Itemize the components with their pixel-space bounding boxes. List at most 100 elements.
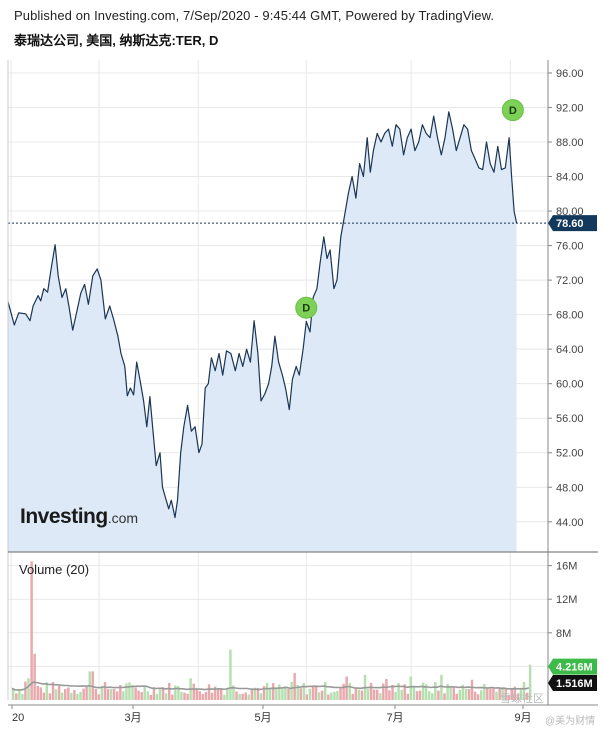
volume-bar [204,691,208,700]
volume-bar [213,686,217,700]
volume-bar [45,682,49,700]
volume-bar [480,690,483,700]
volume-bar [64,689,67,700]
volume-bar [97,694,101,700]
price-area-fill [8,111,517,553]
investing-logo: Investing.com [20,505,138,529]
volume-bar [354,688,358,700]
volume-bar [67,687,70,700]
volume-bar [152,687,156,700]
volume-bar [397,683,400,700]
volume-bar [85,686,88,700]
volume-bar [21,693,24,700]
watermark-handle: @美为财情 [545,716,596,727]
volume-bar [348,682,351,700]
price-line [7,111,518,519]
volume-bar [516,693,520,700]
volume-bar [272,683,275,700]
volume-bar [287,689,290,700]
volume-bar [470,679,474,700]
volume-bar [443,693,446,700]
last-price-badge: 78.60 [548,215,597,232]
volume-bar [27,678,30,700]
volume-bar [528,664,532,700]
volume-bar [513,686,517,700]
volume-bar [48,693,52,700]
price-tick-label: 88.00 [556,137,584,149]
volume-bar [106,689,110,700]
volume-bar [360,690,364,700]
volume-bar [330,692,333,700]
volume-bar [376,689,379,700]
volume-bar [79,691,82,700]
price-tick-label: 76.00 [556,241,584,253]
time-tick-label: 5月 [254,712,271,724]
volume-bar [290,681,293,700]
volume-bar [51,682,55,700]
volume-bar [458,689,462,700]
volume-bar [60,692,64,700]
volume-bar [428,691,431,700]
volume-bar [336,690,339,700]
volume-bar [210,692,214,700]
volume-ma-line [11,681,530,691]
volume-bar [94,688,98,700]
volume-bar [483,684,486,700]
volume-bar [434,682,437,700]
volume-bar [440,674,443,700]
price-tick-label: 72.00 [556,275,584,287]
volume-bar [57,685,61,700]
volume-bar [492,688,495,700]
dividend-marker-circle [501,99,524,122]
volume-bar [284,686,287,700]
volume-bar [109,689,113,700]
volume-bar [232,685,235,700]
volume-bar [226,688,229,700]
axis-badges: 78.60 4.216M 1.516M [548,215,597,691]
dividend-markers[interactable]: DD [295,99,524,319]
price-series-line [7,111,518,519]
volume-bar [125,683,128,700]
volume-bar [525,692,529,700]
volume-bar [391,685,394,700]
volume-bar [256,687,260,700]
dividend-marker[interactable]: D [295,296,318,319]
price-tick-label: 60.00 [556,379,584,391]
chart-header: Published on Investing.com, 7/Sep/2020 -… [14,8,594,49]
volume-bar [186,693,189,700]
last-price-badge-label: 78.60 [556,218,584,230]
volume-bar [70,692,73,700]
volume-bar [131,684,134,700]
volume-bar [519,689,523,700]
price-tick-label: 48.00 [556,482,584,494]
volume-bar [158,688,162,700]
volume-bar [259,693,263,700]
volume-bar [207,684,211,700]
dividend-marker-label: D [509,105,517,117]
price-tick-label: 52.00 [556,448,584,460]
volume-bar [498,687,501,700]
last-volume-badge-label: 4.216M [556,662,593,674]
volume-bar [293,673,296,700]
volume-bar [366,688,370,700]
volume-bar [311,686,315,700]
price-tick-label: 80.00 [556,206,584,218]
volume-bar [268,688,272,700]
volume-bar [134,687,137,700]
volume-bar [262,686,266,700]
volume-bar [431,693,434,700]
volume-bar [180,691,183,700]
price-tick-label: 92.00 [556,102,584,114]
time-tick-label: 20 [12,712,24,724]
volume-bar [103,682,107,700]
symbol-title: 泰瑞达公司, 美国, 纳斯达克:TER, D [14,33,219,48]
dividend-marker[interactable]: D [501,99,524,122]
volume-bar [116,691,119,700]
volume-bar [275,688,278,700]
volume-bar [317,692,321,700]
volume-bar [379,693,382,700]
volume-bar [486,687,489,700]
volume-bar [54,689,58,700]
volume-bar [388,690,391,700]
